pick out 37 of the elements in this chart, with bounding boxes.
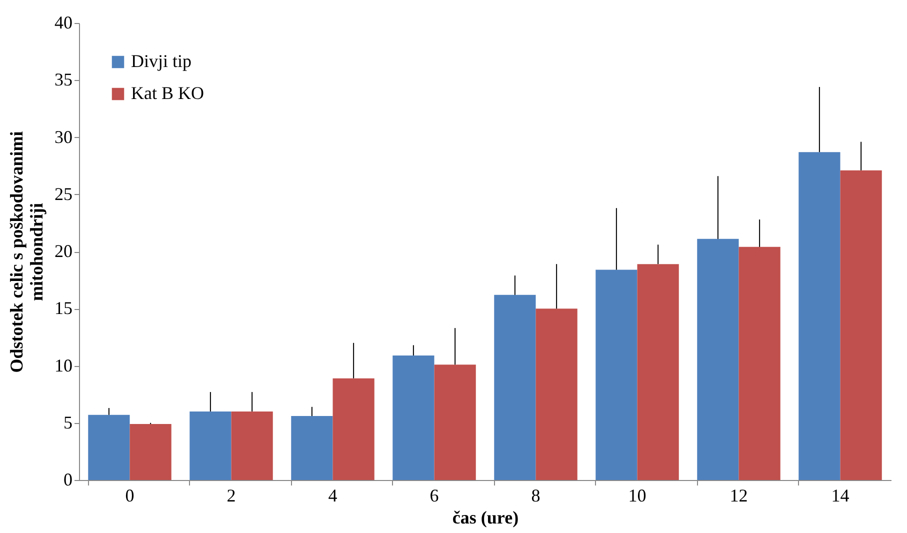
y-tick-label: 30 (54, 126, 72, 147)
bar (494, 294, 536, 480)
x-axis-title: čas (ure) (452, 508, 519, 528)
bar (637, 264, 679, 480)
bar (536, 308, 578, 480)
y-tick-label: 35 (54, 70, 72, 90)
bar (231, 411, 273, 480)
bar (332, 378, 374, 480)
x-tick-label: 2 (226, 486, 236, 506)
bar (738, 246, 780, 480)
bar (130, 424, 172, 480)
bar (190, 411, 232, 480)
bar (392, 355, 434, 480)
x-tick-label: 4 (328, 486, 338, 506)
y-tick-label: 0 (64, 470, 72, 490)
y-tick-label: 10 (54, 355, 72, 376)
y-axis-title: Odstotek celic s poškodovanimi mitohondriji (6, 131, 46, 373)
y-tick-label: 15 (54, 298, 72, 318)
bar (596, 270, 638, 480)
legend-label: Kat B KO (131, 83, 204, 103)
x-tick-label: 8 (531, 486, 540, 506)
y-tick-label: 5 (64, 412, 72, 432)
bar (88, 414, 130, 480)
y-tick-label: 40 (54, 12, 72, 32)
x-tick-label: 0 (125, 486, 134, 506)
y-tick-label: 25 (54, 184, 72, 204)
bar (798, 152, 840, 480)
bar (291, 416, 333, 480)
y-tick-label: 20 (54, 241, 72, 261)
bar (697, 238, 739, 480)
bar (434, 364, 476, 480)
x-tick-label: 10 (628, 486, 646, 506)
x-tick-label: 12 (730, 486, 748, 506)
legend-label: Divji tip (131, 51, 192, 71)
bar (840, 170, 882, 480)
x-tick-label: 14 (831, 486, 850, 506)
x-tick-label: 6 (430, 486, 439, 506)
